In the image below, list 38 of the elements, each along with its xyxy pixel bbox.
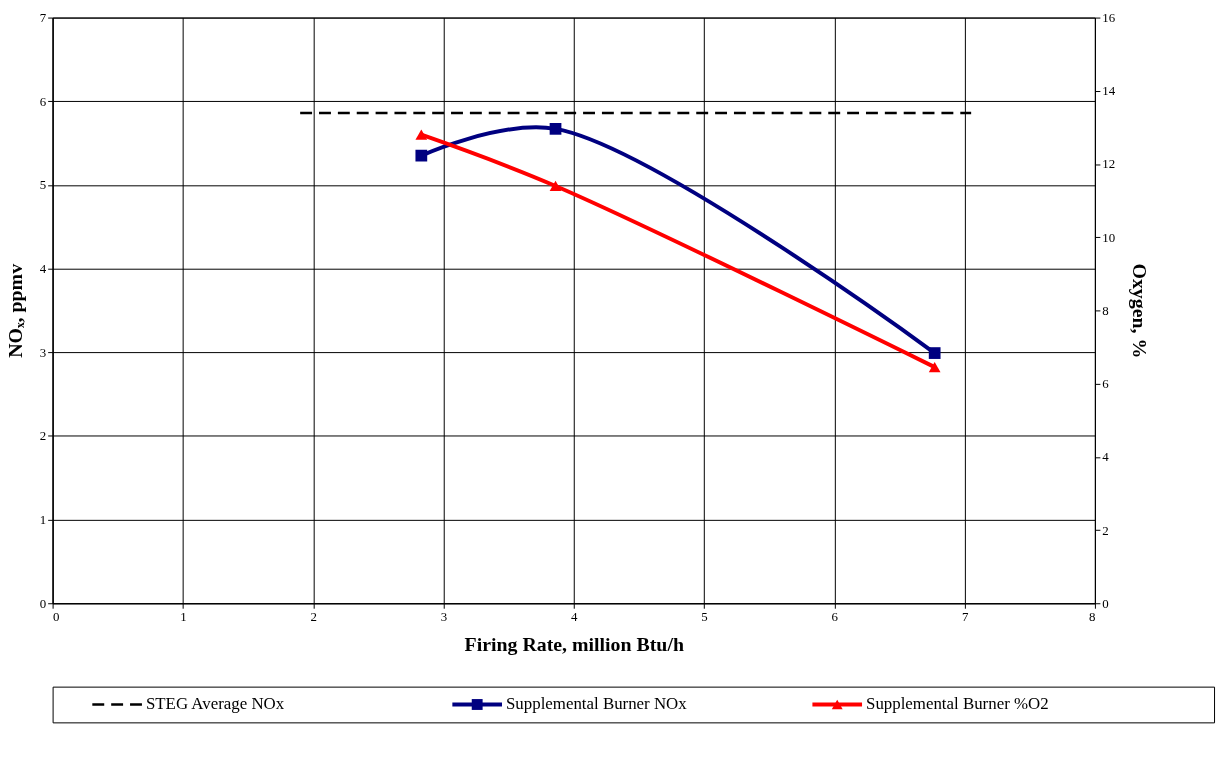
x-tick-label: 5 xyxy=(701,609,708,624)
x-tick-label: 6 xyxy=(831,609,839,624)
point xyxy=(928,347,941,359)
x-tick-label: 4 xyxy=(571,609,579,624)
point xyxy=(549,180,562,192)
y-tick-label: 2 xyxy=(39,429,47,444)
legend-label: Supplemental Burner NOx xyxy=(505,694,688,714)
point xyxy=(415,129,428,140)
y-tick-label: 4 xyxy=(39,262,47,277)
y-tick-label: 0 xyxy=(39,596,47,611)
y2-tick-label: 16 xyxy=(1102,11,1116,26)
point xyxy=(549,122,562,135)
x-tick-label: 0 xyxy=(53,609,60,624)
x-axis-title: Firing Rate, million Btu/h xyxy=(464,633,684,656)
x-tick-label: 7 xyxy=(961,609,969,624)
y-axis-title: NOₓ, ppmv xyxy=(3,263,26,358)
point xyxy=(928,362,941,373)
x-tick-label: 1 xyxy=(180,609,187,624)
y-tick-label: 6 xyxy=(39,94,47,109)
y2-tick-label: 12 xyxy=(1102,157,1116,172)
y-tick-label: 3 xyxy=(39,345,47,360)
x-tick-label: 3 xyxy=(440,609,448,624)
point xyxy=(415,149,428,162)
y2-tick-label: 6 xyxy=(1102,377,1110,392)
y2-tick-label: 14 xyxy=(1102,84,1116,99)
legend-label: STEG Average NOx xyxy=(145,694,285,714)
y2-tick-label: 4 xyxy=(1102,450,1110,465)
y-tick-label: 5 xyxy=(39,178,47,193)
y2-tick-label: 2 xyxy=(1102,523,1109,538)
x-tick-label: 2 xyxy=(310,609,317,624)
x-tick-label: 8 xyxy=(1088,609,1096,624)
y-tick-label: 1 xyxy=(39,513,47,528)
y2-axis-title: Oxygen, % xyxy=(1129,263,1152,359)
legend-label: Supplemental Burner %O2 xyxy=(866,694,1049,714)
y2-tick-label: 8 xyxy=(1102,303,1109,318)
y2-tick-label: 10 xyxy=(1102,230,1116,245)
y-tick-label: 7 xyxy=(39,11,47,26)
y2-tick-label: 0 xyxy=(1102,596,1109,611)
